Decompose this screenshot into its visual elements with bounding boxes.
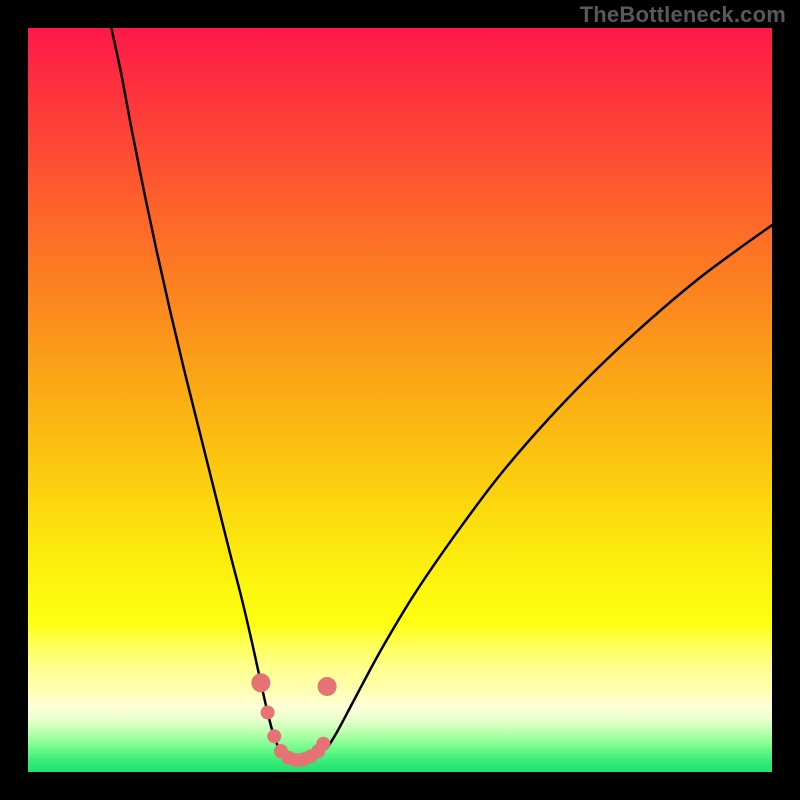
chart-overlay: [28, 28, 772, 772]
valley-marker-end: [318, 677, 336, 695]
valley-marker: [261, 706, 274, 719]
curve-left: [111, 28, 278, 748]
chart-frame: TheBottleneck.com: [0, 0, 800, 800]
valley-marker: [268, 730, 281, 743]
plot-area: [28, 28, 772, 772]
valley-marker-end: [252, 674, 270, 692]
watermark-text: TheBottleneck.com: [580, 2, 786, 28]
curve-right: [327, 225, 772, 748]
valley-marker: [317, 737, 330, 750]
